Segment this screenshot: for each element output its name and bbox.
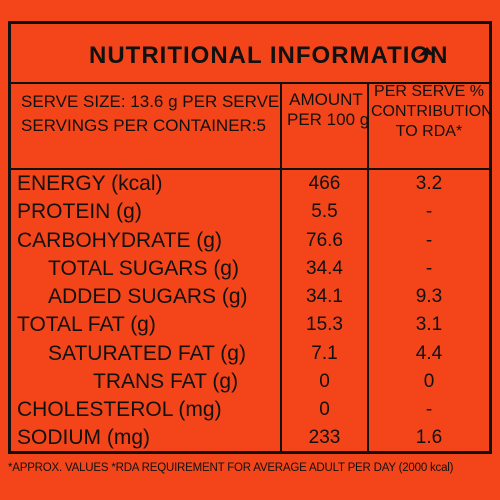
table-row: ENERGY (kcal) 466 3.2 xyxy=(11,170,489,201)
rda-header-line2: CONTRIBUTION xyxy=(371,103,493,120)
amount-header-line1: AMOUNT xyxy=(289,90,363,109)
rda-value: 9.3 xyxy=(415,286,443,307)
amount-value: 0 xyxy=(319,371,330,392)
nutrient-name: SATURATED FAT (g) xyxy=(48,342,246,365)
table-row: TOTAL FAT (g) 15.3 3.1 xyxy=(11,311,489,342)
nutrient-name: TOTAL FAT (g) xyxy=(17,313,156,336)
rda-header: PER SERVE % CONTRIBUTION TO RDA* xyxy=(371,82,493,142)
serve-size-label: SERVE SIZE: 13.6 g PER SERVE xyxy=(21,92,280,111)
rda-header-line3: TO RDA* xyxy=(395,123,463,140)
table-row: CHOLESTEROL (mg) 0 - xyxy=(11,396,489,427)
footnote: *APPROX. VALUES *RDA REQUIREMENT FOR AVE… xyxy=(8,462,454,474)
table-row: SATURATED FAT (g) 7.1 4.4 xyxy=(11,340,489,371)
table-row: TRANS FAT (g) 0 0 xyxy=(11,368,489,399)
title-row: NUTRITIONAL INFORMATION xyxy=(11,24,489,84)
amount-value: 0 xyxy=(319,399,330,420)
rda-value: - xyxy=(425,399,433,420)
table-title: NUTRITIONAL INFORMATION xyxy=(89,42,449,69)
table-row: SODIUM (mg) 233 1.6 xyxy=(11,424,489,455)
column-divider xyxy=(280,82,282,454)
nutrient-name: TRANS FAT (g) xyxy=(93,370,239,393)
nutrient-name: PROTEIN (g) xyxy=(17,200,142,223)
amount-header: AMOUNT PER 100 g xyxy=(287,90,370,130)
nutrition-table: NUTRITIONAL INFORMATION SERVE SIZE: 13.6… xyxy=(8,21,493,455)
amount-value: 34.1 xyxy=(306,286,343,307)
amount-value: 7.1 xyxy=(311,343,338,364)
rda-value: - xyxy=(425,230,433,251)
nutrient-name: ADDED SUGARS (g) xyxy=(48,285,248,308)
amount-value: 466 xyxy=(308,173,341,194)
table-row: CARBOHYDRATE (g) 76.6 - xyxy=(11,227,489,258)
column-divider xyxy=(367,82,369,454)
table-row: PROTEIN (g) 5.5 - xyxy=(11,198,489,229)
rda-value: 1.6 xyxy=(415,427,443,448)
nutrient-name: CHOLESTEROL (mg) xyxy=(17,398,222,421)
table-row: TOTAL SUGARS (g) 34.4 - xyxy=(11,255,489,286)
nutrient-name: ENERGY (kcal) xyxy=(17,172,163,195)
triangle-mark-icon xyxy=(418,47,436,57)
header-row: SERVE SIZE: 13.6 g PER SERVE SERVINGS PE… xyxy=(11,82,493,170)
amount-value: 76.6 xyxy=(306,230,343,251)
nutrient-name: CARBOHYDRATE (g) xyxy=(17,229,222,252)
amount-value: 233 xyxy=(308,427,341,448)
rda-value: 3.1 xyxy=(415,314,443,335)
amount-value: 34.4 xyxy=(306,258,343,279)
amount-header-line2: PER 100 g xyxy=(287,110,370,129)
amount-value: 15.3 xyxy=(306,314,343,335)
amount-value: 5.5 xyxy=(311,201,338,222)
rda-value: 0 xyxy=(423,371,435,392)
rda-header-line1: PER SERVE % xyxy=(374,83,484,100)
nutrient-name: TOTAL SUGARS (g) xyxy=(48,257,239,280)
rda-value: 3.2 xyxy=(415,173,443,194)
table-row: ADDED SUGARS (g) 34.1 9.3 xyxy=(11,283,489,314)
rda-value: - xyxy=(425,258,433,279)
servings-label: SERVINGS PER CONTAINER:5 xyxy=(21,116,266,135)
rda-value: - xyxy=(425,201,433,222)
rda-value: 4.4 xyxy=(415,343,443,364)
nutrient-name: SODIUM (mg) xyxy=(17,426,150,449)
